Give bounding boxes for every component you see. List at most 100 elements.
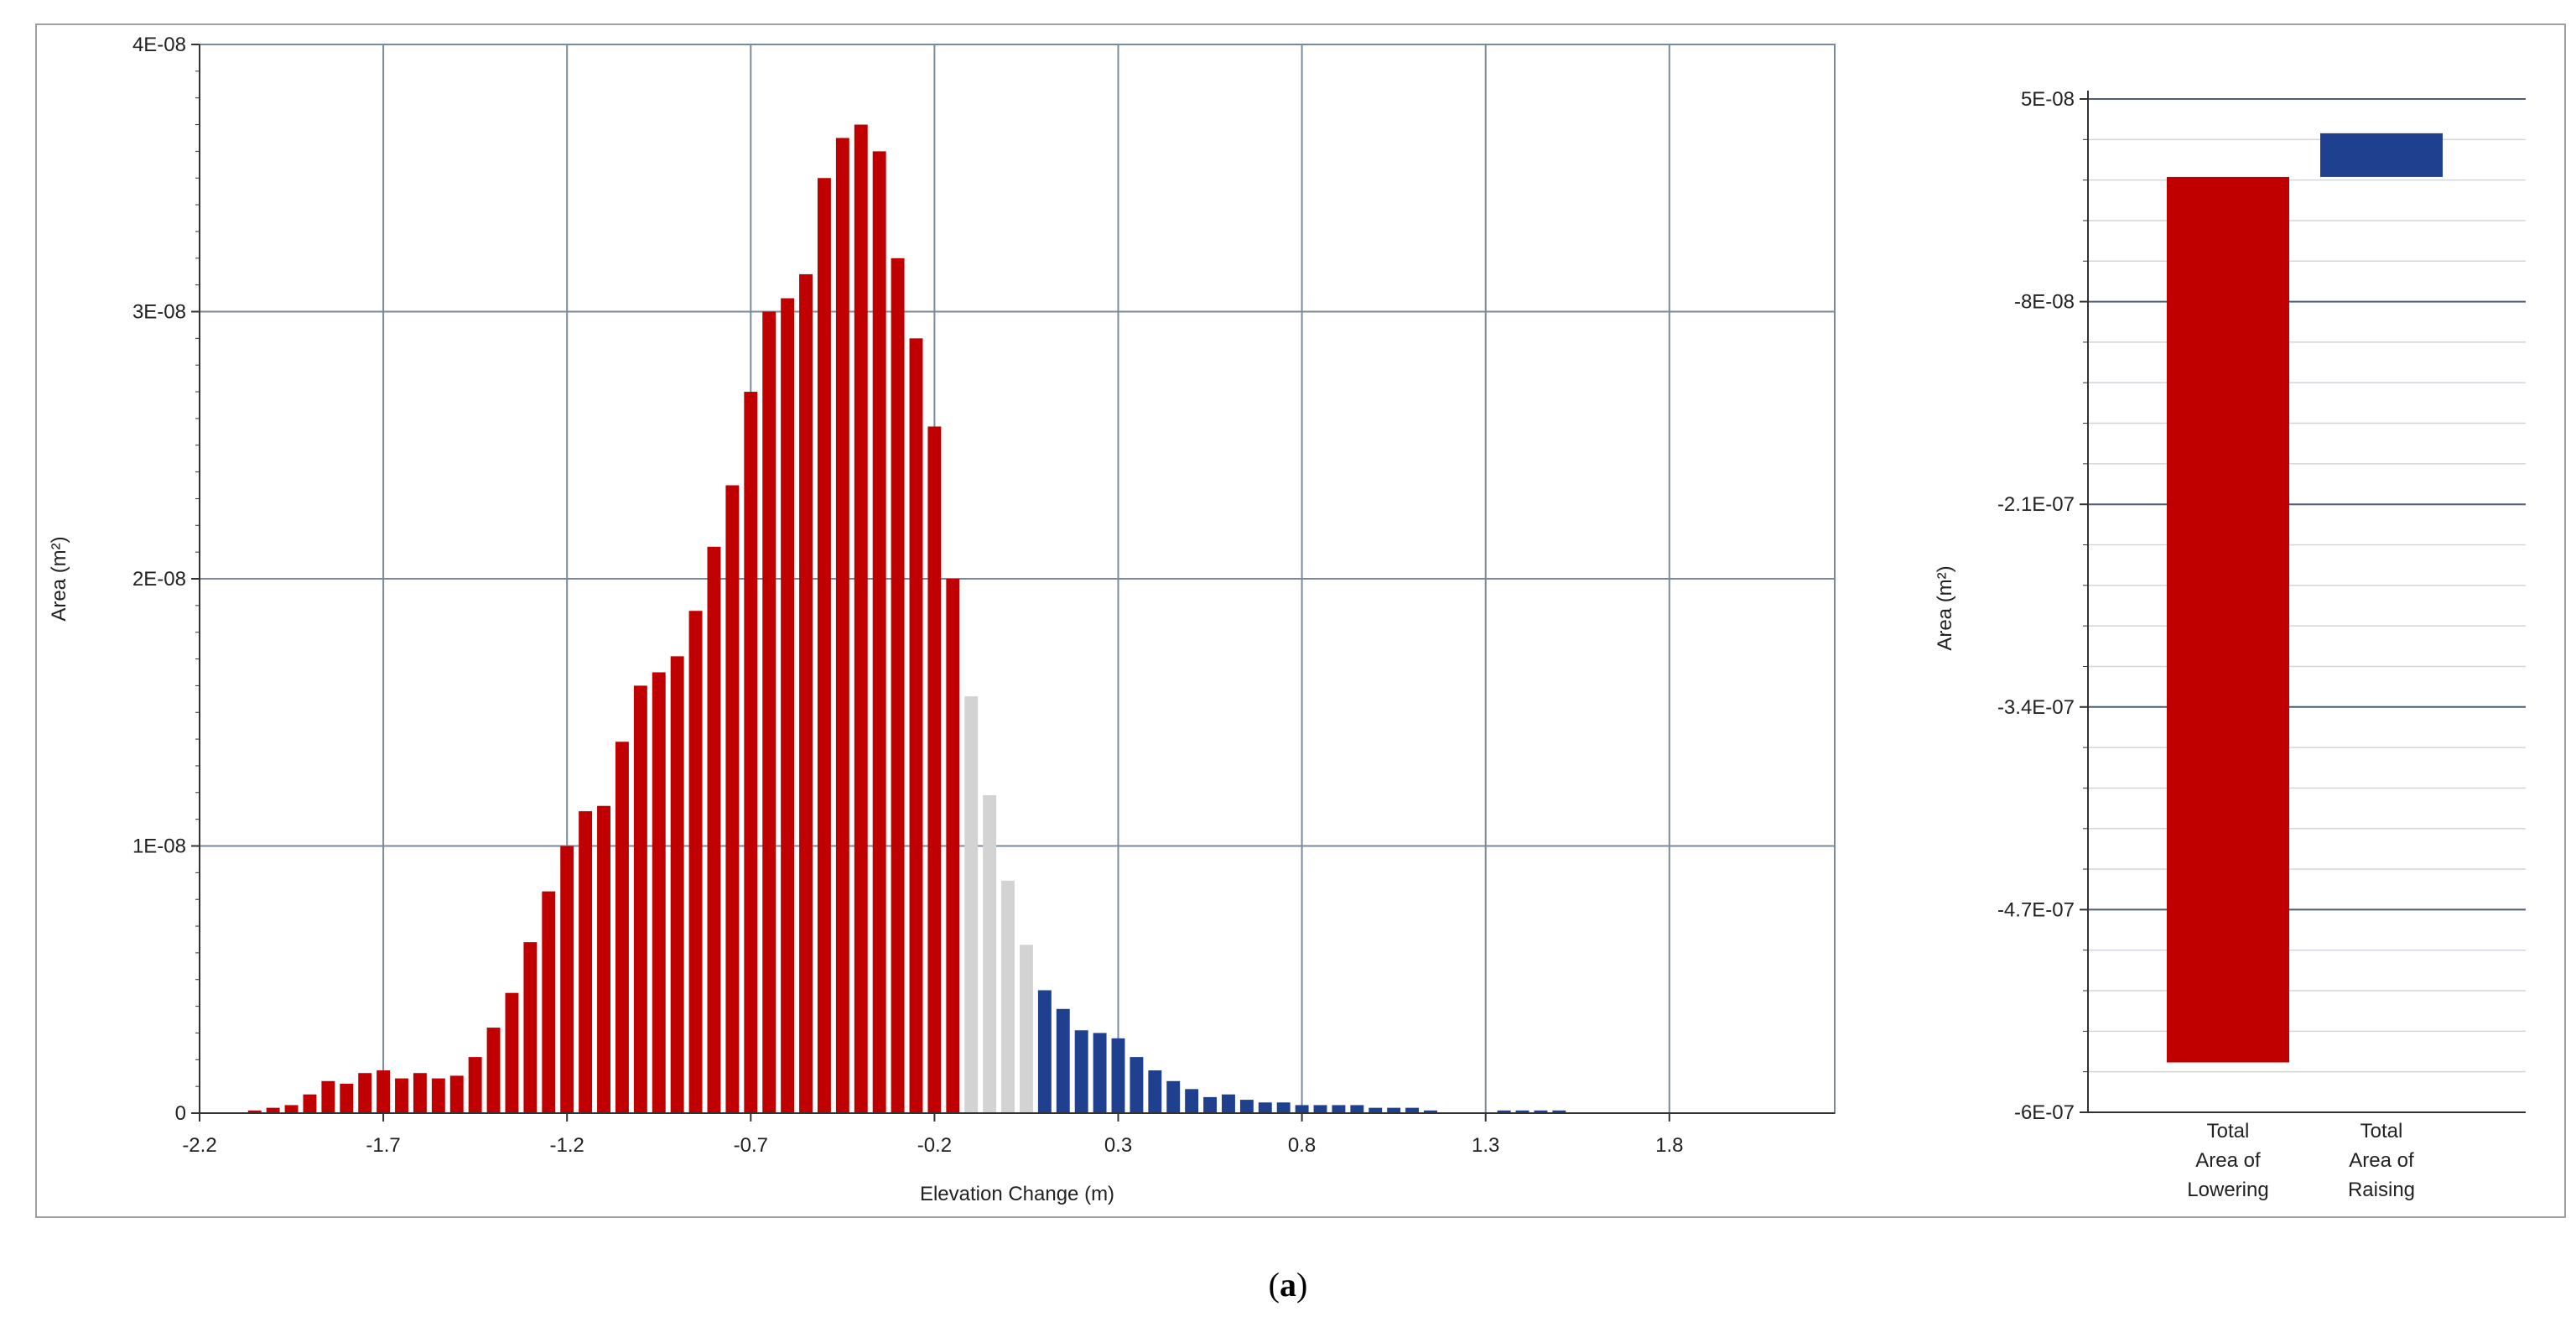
histogram-bar xyxy=(1185,1089,1199,1113)
summary-y-tick-label: -6E-07 xyxy=(2014,1101,2075,1124)
caption-close-paren: ) xyxy=(1296,1266,1308,1304)
histogram-x-axis-title: Elevation Change (m) xyxy=(920,1183,1114,1205)
summary-bars xyxy=(2167,133,2443,1063)
histogram-bar xyxy=(983,794,997,1113)
summary-grid xyxy=(2088,98,2526,1113)
histogram-bar xyxy=(670,656,684,1113)
histogram-bar xyxy=(964,696,979,1113)
histogram-bar xyxy=(1387,1107,1401,1113)
histogram-y-tick-label: 3E-08 xyxy=(132,301,186,324)
summary-category-label: Area of xyxy=(2349,1149,2414,1172)
histogram-bar xyxy=(799,273,813,1113)
summary-y-axis-title: Area (m²) xyxy=(1934,565,1956,650)
histogram-y-tick-label: 2E-08 xyxy=(132,568,186,591)
histogram-bar xyxy=(486,1028,501,1113)
histogram-bar xyxy=(817,178,831,1113)
summary-y-tick-label: -8E-08 xyxy=(2014,291,2075,314)
histogram-bar xyxy=(1405,1107,1420,1113)
histogram-bar xyxy=(688,611,703,1113)
histogram-bar xyxy=(1093,1033,1107,1113)
histogram-x-tick-label: -1.7 xyxy=(366,1134,400,1157)
histogram-bar xyxy=(1515,1110,1530,1113)
histogram-bar xyxy=(762,311,776,1113)
histogram-bar xyxy=(1037,990,1052,1113)
figure-caption: (a) xyxy=(0,1265,2576,1304)
histogram-bar xyxy=(1497,1110,1511,1113)
histogram-bar xyxy=(1056,1008,1070,1113)
histogram-bar xyxy=(927,426,942,1114)
histogram-bar xyxy=(395,1078,408,1113)
histogram-bar xyxy=(266,1107,280,1113)
summary-axes: 5E-08 -8E-08 -2.1E-07 -3.4E-07 -4.7E-07 -6E-0… xyxy=(1997,88,2526,1201)
summary-category-label: Raising xyxy=(2348,1179,2415,1201)
histogram-y-axis-title: Area (m²) xyxy=(48,536,70,621)
histogram-bar xyxy=(1020,945,1033,1113)
histogram-bar xyxy=(377,1070,391,1113)
histogram-x-tick-label: 1.3 xyxy=(1472,1134,1499,1157)
histogram-bars xyxy=(247,124,1566,1114)
histogram-bar xyxy=(321,1080,335,1113)
histogram-bar xyxy=(358,1073,372,1113)
summary-y-tick-label: -4.7E-07 xyxy=(1997,898,2075,921)
summary-category-label: Total xyxy=(2360,1120,2403,1142)
histogram-bar xyxy=(1424,1110,1437,1113)
histogram-axes: -2.2 -1.7 -1.2 -0.7 -0.2 0.3 0.8 1.3 1.8 0 1E-08 2E… xyxy=(132,34,1835,1157)
summary-y-tick-label: -3.4E-07 xyxy=(1997,696,2075,719)
histogram-bar xyxy=(1001,880,1015,1113)
summary-category-label: Lowering xyxy=(2187,1179,2268,1201)
histogram-y-tick-label: 0 xyxy=(175,1102,186,1125)
histogram-bar xyxy=(1350,1105,1364,1113)
histogram-bar xyxy=(1166,1080,1181,1113)
histogram-bar xyxy=(1130,1057,1144,1113)
histogram-bar xyxy=(744,392,758,1113)
summary-category-label: Area of xyxy=(2195,1149,2261,1172)
histogram-x-tick-label: 0.8 xyxy=(1288,1134,1316,1157)
histogram-bar xyxy=(1552,1110,1566,1113)
histogram-bar xyxy=(854,124,868,1113)
caption-open-paren: ( xyxy=(1268,1266,1280,1304)
histogram-bar xyxy=(872,151,886,1113)
caption-letter: a xyxy=(1280,1266,1296,1304)
histogram-bar xyxy=(468,1057,482,1113)
histogram-bar xyxy=(1534,1110,1548,1113)
histogram-bar xyxy=(1332,1105,1346,1113)
histogram-bar xyxy=(1295,1105,1309,1113)
histogram-bar xyxy=(1258,1102,1272,1113)
histogram-bar xyxy=(449,1075,464,1113)
histogram-bar xyxy=(284,1105,299,1113)
summary-y-tick-label: -2.1E-07 xyxy=(1997,493,2075,516)
histogram-bar xyxy=(597,805,610,1113)
histogram-bar xyxy=(891,258,905,1113)
histogram-bar xyxy=(1222,1094,1235,1113)
histogram-bar xyxy=(707,546,721,1113)
histogram-bar xyxy=(579,811,593,1113)
histogram-bar xyxy=(946,579,960,1113)
histogram-bar xyxy=(542,891,556,1113)
histogram-bar xyxy=(652,672,666,1113)
histogram-bar xyxy=(1074,1030,1088,1113)
histogram-bar xyxy=(413,1073,427,1113)
histogram-x-tick-label: -0.2 xyxy=(917,1134,952,1157)
summary-bar xyxy=(2320,133,2443,177)
histogram-bar xyxy=(303,1094,317,1113)
histogram-bar xyxy=(781,298,795,1113)
histogram-y-tick-label: 4E-08 xyxy=(132,34,186,56)
histogram-bar xyxy=(560,846,574,1113)
histogram-bar xyxy=(1313,1105,1327,1113)
histogram-y-tick-label: 1E-08 xyxy=(132,835,186,858)
histogram-bar xyxy=(1148,1070,1162,1113)
histogram-bar xyxy=(1239,1100,1254,1113)
histogram-bar xyxy=(633,685,647,1113)
histogram-x-tick-label: 1.8 xyxy=(1655,1134,1683,1157)
histogram-x-tick-label: -1.2 xyxy=(550,1134,584,1157)
histogram-bar xyxy=(1276,1102,1291,1113)
histogram-bar xyxy=(1368,1107,1383,1113)
histogram-grid xyxy=(199,44,1836,1114)
histogram-bar xyxy=(909,338,923,1114)
histogram-bar xyxy=(523,942,538,1113)
histogram-bar xyxy=(835,138,849,1114)
histogram-bar xyxy=(615,742,629,1113)
histogram-bar xyxy=(247,1110,262,1113)
summary-category-label: Total xyxy=(2207,1120,2250,1142)
